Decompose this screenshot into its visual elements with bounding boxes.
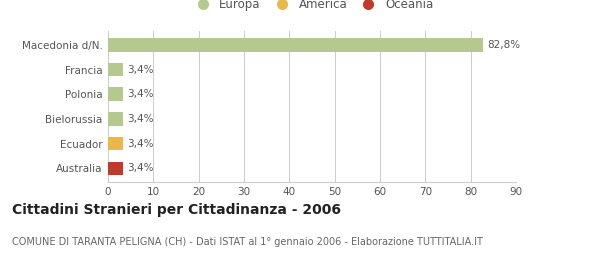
Bar [108,161,124,175]
Bar [108,63,124,76]
Bar [108,38,484,52]
Text: 3,4%: 3,4% [127,139,154,149]
Text: 3,4%: 3,4% [127,163,154,173]
Text: 3,4%: 3,4% [127,64,154,75]
Text: 82,8%: 82,8% [487,40,520,50]
Text: 3,4%: 3,4% [127,89,154,99]
Text: COMUNE DI TARANTA PELIGNA (CH) - Dati ISTAT al 1° gennaio 2006 - Elaborazione TU: COMUNE DI TARANTA PELIGNA (CH) - Dati IS… [12,237,483,246]
Bar [108,137,124,151]
Text: 3,4%: 3,4% [127,114,154,124]
Text: Cittadini Stranieri per Cittadinanza - 2006: Cittadini Stranieri per Cittadinanza - 2… [12,203,341,217]
Legend: Europa, America, Oceania: Europa, America, Oceania [188,0,436,13]
Bar [108,87,124,101]
Bar [108,112,124,126]
